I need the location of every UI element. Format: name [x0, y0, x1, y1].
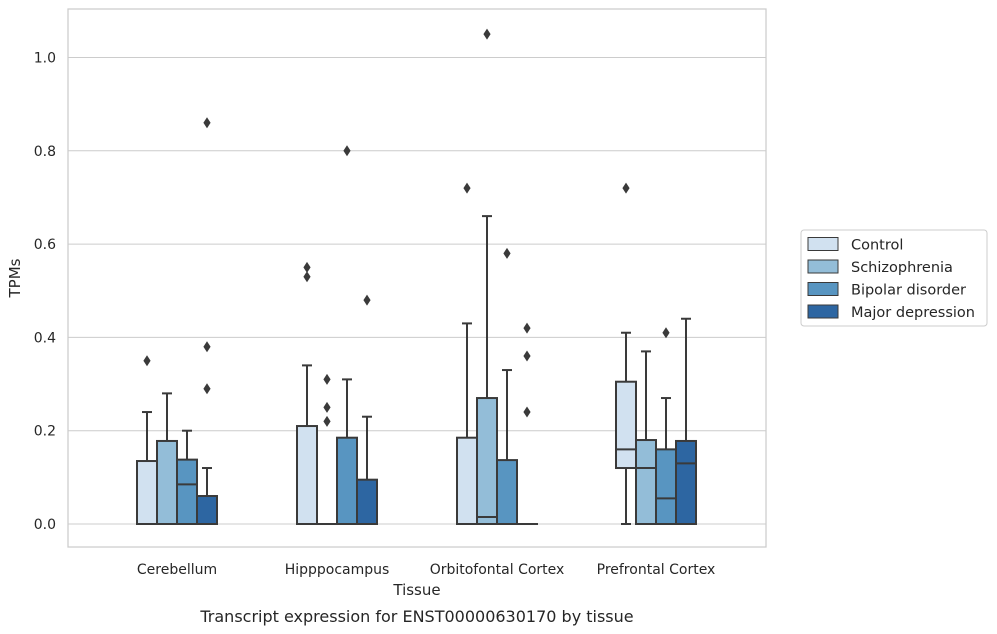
x-tick-label: Cerebellum	[137, 562, 217, 578]
outlier-point	[303, 271, 311, 283]
box-iqr	[156, 439, 178, 526]
box-major-depression	[356, 294, 378, 525]
outlier-point	[203, 117, 211, 129]
outlier-point	[662, 327, 670, 339]
legend-frame	[800, 229, 988, 327]
chart-caption: Transcript expression for ENST0000063017…	[199, 607, 633, 626]
box-major-depression	[516, 322, 538, 526]
outlier-point	[523, 350, 531, 362]
legend-swatch	[807, 282, 839, 296]
y-tick-label: 1.0	[34, 51, 56, 67]
outlier-point	[303, 261, 311, 273]
x-tick-labels: Cerebellum Hipppocampus Orbitofontal Corte…	[137, 562, 715, 578]
box-major-depression	[196, 117, 218, 526]
y-tick-label: 0.0	[34, 517, 56, 533]
y-tick-label: 0.8	[34, 144, 56, 160]
outlier-point	[343, 145, 351, 157]
box-control	[136, 355, 158, 525]
outlier-point	[323, 415, 331, 427]
y-tick-label: 0.6	[34, 237, 56, 253]
outlier-point	[523, 322, 531, 334]
plot-area-frame	[67, 8, 767, 548]
x-tick-label: Hipppocampus	[285, 562, 390, 578]
box-iqr	[476, 397, 498, 526]
box-iqr	[496, 459, 518, 526]
x-tick-label: Prefrontal Cortex	[597, 562, 716, 578]
legend-swatch	[807, 304, 839, 319]
legend-label: Major depression	[851, 305, 975, 321]
y-tick-labels: 0.0 0.2 0.4 0.6 0.8 1.0	[34, 51, 56, 534]
legend-swatch	[807, 237, 839, 251]
outlier-point	[323, 373, 331, 385]
box-iqr	[296, 425, 318, 525]
x-tick-label: Orbitofontal Cortex	[430, 562, 565, 578]
legend-label: Schizophrenia	[851, 260, 953, 276]
box-iqr	[615, 380, 637, 470]
box-schizophrenia	[156, 392, 178, 526]
box-iqr	[655, 448, 677, 525]
outlier-point	[323, 401, 331, 413]
box-iqr	[136, 460, 158, 525]
outlier-point	[622, 182, 630, 194]
outlier-point	[503, 247, 511, 259]
outlier-point	[463, 182, 471, 194]
box-bipolar-disorder	[176, 429, 198, 525]
box-iqr	[196, 495, 218, 526]
box-bipolar-disorder	[496, 247, 518, 526]
box-iqr	[675, 439, 697, 526]
box-iqr	[456, 436, 478, 526]
legend-label: Bipolar disorder	[851, 283, 966, 299]
box-iqr	[356, 478, 378, 525]
y-tick-label: 0.2	[34, 424, 56, 440]
outlier-point	[523, 406, 531, 418]
box-control	[456, 182, 478, 526]
box-iqr	[176, 458, 198, 525]
legend-swatch	[807, 259, 839, 274]
box-major-depression	[675, 317, 697, 526]
box-iqr	[635, 439, 657, 525]
legend-label: Control	[851, 238, 903, 254]
outlier-point	[143, 355, 151, 367]
outlier-point	[483, 28, 491, 40]
box-groups	[136, 28, 697, 526]
legend: Control Schizophrenia Bipolar disorder Majo…	[800, 229, 988, 327]
box-control	[296, 261, 318, 525]
outlier-point	[363, 294, 371, 306]
y-tick-label: 0.4	[34, 330, 56, 346]
y-axis-title: TPMs	[6, 258, 24, 298]
x-axis-title: Tissue	[392, 581, 440, 599]
outlier-point	[203, 383, 211, 395]
box-iqr	[336, 436, 358, 526]
box-control	[615, 182, 637, 525]
outlier-point	[203, 341, 211, 353]
